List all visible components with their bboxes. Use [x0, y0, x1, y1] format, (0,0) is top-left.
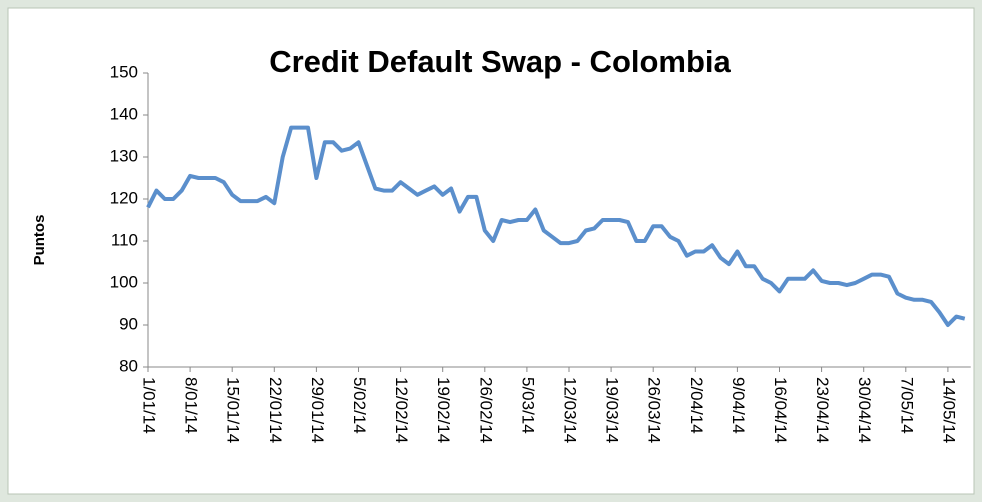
- x-tick-label: 16/04/14: [771, 377, 790, 443]
- x-tick-label: 9/04/14: [729, 377, 748, 434]
- x-tick-label: 22/01/14: [266, 377, 285, 443]
- y-axis-label: Puntos: [31, 215, 48, 266]
- y-tick-label: 150: [110, 62, 138, 81]
- panel: [7, 7, 975, 495]
- y-tick-label: 80: [119, 356, 138, 375]
- x-tick-label: 12/02/14: [392, 377, 411, 443]
- x-tick-label: 19/02/14: [434, 377, 453, 443]
- y-tick-label: 120: [110, 188, 138, 207]
- chart-title: Credit Default Swap - Colombia: [269, 44, 731, 79]
- x-tick-label: 19/03/14: [603, 377, 622, 443]
- x-tick-label: 26/02/14: [476, 377, 495, 443]
- x-tick-label: 7/05/14: [897, 377, 916, 434]
- x-tick-label: 5/03/14: [518, 377, 537, 434]
- y-tick-label: 110: [111, 230, 138, 249]
- x-tick-label: 2/04/14: [687, 377, 706, 434]
- y-tick-label: 130: [110, 146, 138, 165]
- x-tick-label: 5/02/14: [350, 377, 369, 434]
- x-tick-label: 30/04/14: [855, 377, 874, 443]
- x-tick-label: 29/01/14: [308, 377, 327, 443]
- x-tick-label: 12/03/14: [561, 377, 580, 443]
- y-tick-label: 90: [119, 314, 138, 333]
- x-tick-label: 14/05/14: [939, 377, 958, 443]
- x-tick-label: 15/01/14: [224, 377, 243, 443]
- x-tick-label: 26/03/14: [645, 377, 664, 443]
- x-tick-label: 23/04/14: [813, 377, 832, 443]
- x-tick-label: 8/01/14: [182, 377, 201, 434]
- y-tick-label: 140: [110, 104, 138, 123]
- x-tick-label: 1/01/14: [140, 377, 159, 434]
- y-tick-label: 100: [110, 272, 138, 291]
- line: [146, 125, 966, 327]
